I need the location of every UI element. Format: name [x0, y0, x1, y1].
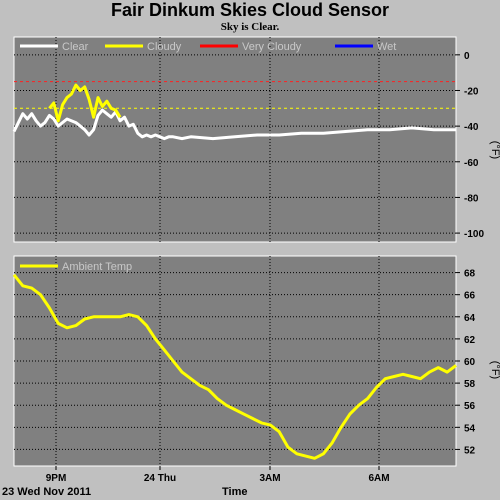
x-axis-label: Time — [222, 486, 248, 498]
y-tick-label: 64 — [464, 313, 476, 324]
x-tick-label: 3AM — [259, 473, 280, 484]
cloud-legend: Clear Cloudy Very Cloudy Wet — [20, 41, 396, 53]
y-tick-label: 54 — [464, 423, 476, 434]
cloud-thresholds — [14, 81, 456, 109]
temp-plot-area — [13, 255, 457, 467]
ambient-temp-panel: Ambient Temp 68 66 64 62 60 58 56 54 52 9PM 24 Th… — [12, 255, 500, 484]
y-tick-label: -80 — [464, 193, 479, 204]
x-tick-label: 9PM — [46, 473, 67, 484]
temp-x-ticks: 9PM 24 Thu 3AM 6AM — [46, 466, 390, 484]
sky-status: Sky is Clear. — [220, 21, 280, 33]
legend-label: Clear — [62, 41, 89, 53]
temp-grid — [14, 256, 456, 466]
clear-series-line — [12, 108, 456, 141]
cloud-y-ticks: 0 -20 -40 -60 -80 -100 — [456, 51, 484, 240]
y-tick-label: -60 — [464, 158, 479, 169]
y-tick-label: -20 — [464, 86, 479, 97]
legend-label: Ambient Temp — [62, 261, 132, 273]
x-tick-label: 24 Thu — [144, 473, 176, 484]
legend-label: Wet — [377, 41, 396, 53]
cloud-grid — [14, 37, 456, 242]
cloud-plot-area — [13, 36, 457, 243]
y-tick-label: 56 — [464, 401, 476, 412]
temp-y-unit: (°F) — [489, 361, 500, 379]
cloudy-series-line — [48, 83, 122, 123]
cloud-series — [12, 83, 456, 141]
footer-date: 23 Wed Nov 2011 — [2, 486, 92, 498]
temp-legend: Ambient Temp — [20, 261, 132, 273]
y-tick-label: 62 — [464, 335, 476, 346]
y-tick-label: -100 — [464, 229, 484, 240]
y-tick-label: 60 — [464, 357, 476, 368]
y-tick-label: 0 — [464, 51, 470, 62]
ambient-temp-series-line — [12, 273, 457, 460]
page-title: Fair Dinkum Skies Cloud Sensor — [110, 0, 390, 20]
cloud-y-unit: (°F) — [489, 141, 500, 159]
temp-y-ticks: 68 66 64 62 60 58 56 54 52 — [456, 269, 476, 456]
y-tick-label: -40 — [464, 122, 479, 133]
legend-label: Cloudy — [147, 41, 182, 53]
x-tick-label: 6AM — [368, 473, 389, 484]
y-tick-label: 52 — [464, 445, 476, 456]
y-tick-label: 68 — [464, 269, 476, 280]
cloud-sensor-panel: Clear Cloudy Very Cloudy Wet 0 -20 -40 -60 -80 -… — [12, 36, 500, 243]
temp-series — [12, 273, 457, 460]
y-tick-label: 58 — [464, 379, 476, 390]
legend-label: Very Cloudy — [242, 41, 302, 53]
y-tick-label: 66 — [464, 291, 476, 302]
